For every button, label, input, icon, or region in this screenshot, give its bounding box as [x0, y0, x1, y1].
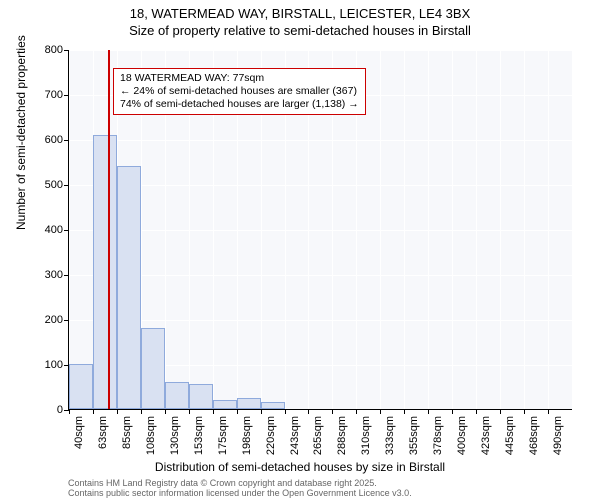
annotation-line: 18 WATERMEAD WAY: 77sqm	[120, 72, 359, 85]
y-axis-label: Number of semi-detached properties	[14, 35, 28, 230]
footer-line2: Contains public sector information licen…	[68, 488, 412, 498]
x-tick-label: 468sqm	[528, 416, 540, 455]
annotation-line: 74% of semi-detached houses are larger (…	[120, 98, 359, 111]
x-tick-mark	[117, 409, 118, 414]
x-tick-label: 243sqm	[289, 416, 301, 455]
x-tick-label: 108sqm	[145, 416, 157, 455]
histogram-bar	[93, 135, 117, 410]
x-tick-mark	[524, 409, 525, 414]
histogram-bar	[189, 384, 213, 409]
x-axis-label: Distribution of semi-detached houses by …	[0, 460, 600, 474]
gridline-v	[69, 50, 70, 409]
plot-region: 010020030040050060070080040sqm63sqm85sqm…	[68, 50, 572, 410]
x-tick-mark	[476, 409, 477, 414]
x-tick-label: 130sqm	[169, 416, 181, 455]
x-tick-mark	[332, 409, 333, 414]
gridline-v	[524, 50, 525, 409]
x-tick-label: 198sqm	[241, 416, 253, 455]
histogram-bar	[117, 166, 141, 409]
x-tick-mark	[141, 409, 142, 414]
x-tick-label: 153sqm	[193, 416, 205, 455]
gridline-v	[380, 50, 381, 409]
x-tick-mark	[261, 409, 262, 414]
x-tick-mark	[500, 409, 501, 414]
histogram-bar	[237, 398, 261, 409]
x-tick-label: 423sqm	[480, 416, 492, 455]
x-tick-mark	[380, 409, 381, 414]
x-tick-mark	[69, 409, 70, 414]
annotation-line: ← 24% of semi-detached houses are smalle…	[120, 85, 359, 98]
x-tick-mark	[165, 409, 166, 414]
histogram-bar	[165, 382, 189, 409]
histogram-bar	[141, 328, 165, 409]
x-tick-label: 265sqm	[312, 416, 324, 455]
x-tick-label: 63sqm	[97, 416, 109, 449]
x-tick-mark	[308, 409, 309, 414]
x-tick-mark	[356, 409, 357, 414]
x-tick-label: 400sqm	[456, 416, 468, 455]
gridline-h	[69, 275, 572, 276]
x-tick-label: 310sqm	[360, 416, 372, 455]
title-block: 18, WATERMEAD WAY, BIRSTALL, LEICESTER, …	[0, 0, 600, 40]
reference-line	[108, 50, 110, 409]
histogram-bar	[261, 402, 285, 409]
annotation-box: 18 WATERMEAD WAY: 77sqm← 24% of semi-det…	[113, 68, 366, 115]
gridline-v	[404, 50, 405, 409]
x-tick-label: 220sqm	[265, 416, 277, 455]
chart-area: 010020030040050060070080040sqm63sqm85sqm…	[68, 50, 572, 410]
gridline-h	[69, 185, 572, 186]
x-tick-label: 40sqm	[73, 416, 85, 449]
x-tick-label: 378sqm	[432, 416, 444, 455]
x-tick-mark	[548, 409, 549, 414]
x-tick-label: 445sqm	[504, 416, 516, 455]
gridline-h	[69, 320, 572, 321]
title-line2: Size of property relative to semi-detach…	[0, 23, 600, 40]
x-tick-label: 333sqm	[384, 416, 396, 455]
x-tick-label: 288sqm	[336, 416, 348, 455]
x-tick-mark	[93, 409, 94, 414]
x-tick-label: 175sqm	[217, 416, 229, 455]
gridline-h	[69, 230, 572, 231]
x-tick-label: 85sqm	[121, 416, 133, 449]
title-line1: 18, WATERMEAD WAY, BIRSTALL, LEICESTER, …	[0, 6, 600, 23]
gridline-h	[69, 140, 572, 141]
x-tick-mark	[237, 409, 238, 414]
footer-line1: Contains HM Land Registry data © Crown c…	[68, 478, 412, 488]
footer-attribution: Contains HM Land Registry data © Crown c…	[68, 478, 412, 499]
gridline-v	[476, 50, 477, 409]
x-tick-mark	[428, 409, 429, 414]
x-tick-mark	[189, 409, 190, 414]
histogram-bar	[213, 400, 237, 409]
x-tick-mark	[404, 409, 405, 414]
x-tick-label: 490sqm	[552, 416, 564, 455]
x-tick-mark	[285, 409, 286, 414]
x-tick-label: 355sqm	[408, 416, 420, 455]
histogram-bar	[69, 364, 93, 409]
gridline-v	[548, 50, 549, 409]
x-tick-mark	[452, 409, 453, 414]
gridline-h	[69, 50, 572, 51]
gridline-v	[428, 50, 429, 409]
gridline-v	[452, 50, 453, 409]
chart-container: 18, WATERMEAD WAY, BIRSTALL, LEICESTER, …	[0, 0, 600, 500]
gridline-v	[500, 50, 501, 409]
gridline-h	[69, 410, 572, 411]
x-tick-mark	[213, 409, 214, 414]
